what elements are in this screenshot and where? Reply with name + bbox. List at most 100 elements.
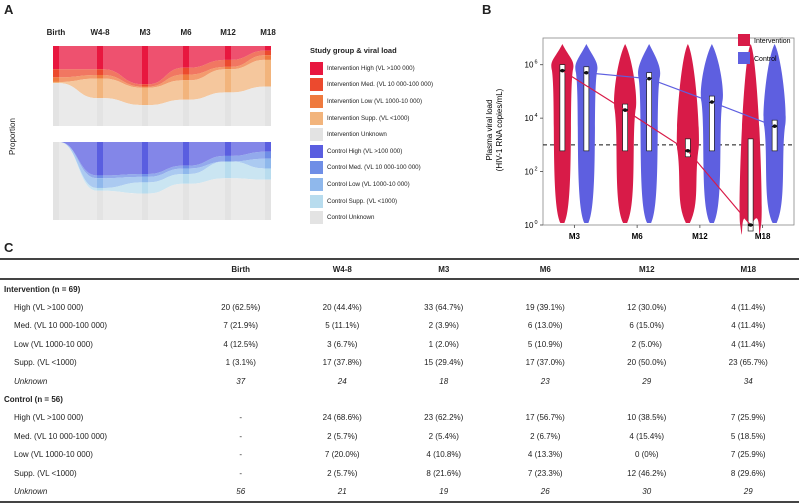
y-tick-label: 10 xyxy=(525,168,534,177)
sankey-node xyxy=(97,75,103,78)
table-cell: 29 xyxy=(596,372,698,390)
table-cell: 26 xyxy=(495,482,597,501)
sankey-node xyxy=(225,67,231,69)
table-cell: 5 (11.1%) xyxy=(292,317,394,335)
sankey-node xyxy=(142,194,148,220)
legend-item: Control Supp. (VL <1000) xyxy=(310,193,433,210)
sankey-node xyxy=(225,69,231,92)
sankey-node xyxy=(142,87,148,88)
table-cell: 2 (5.7%) xyxy=(292,427,394,445)
legend-item: Control Med. (VL 10 000-100 000) xyxy=(310,160,433,177)
table-row: Low (VL 1000-10 000)-7 (20.0%)4 (10.8%)4… xyxy=(0,446,799,464)
sankey-node xyxy=(265,87,271,126)
violin-legend-label: Intervention xyxy=(754,38,791,45)
table-row-label: Low (VL 1000-10 000) xyxy=(0,335,190,353)
boxplot-box xyxy=(748,139,753,231)
table-cell: 10 (38.5%) xyxy=(596,409,698,427)
table-cell: 29 xyxy=(698,482,799,501)
table-cell: 7 (21.9%) xyxy=(190,317,292,335)
sankey-flow xyxy=(103,142,142,175)
table-cell: 56 xyxy=(190,482,292,501)
violin-ylabel-line1: Plasma viral load xyxy=(485,100,494,161)
median-point xyxy=(749,223,753,227)
violin-plot: Plasma viral load (HIV-1 RNA copies/mL) … xyxy=(470,0,799,240)
sankey-node xyxy=(97,46,103,69)
sankey-node xyxy=(97,191,103,220)
table-cell: 23 (65.7%) xyxy=(698,354,799,372)
sankey-node xyxy=(53,83,59,126)
table-cell: 23 xyxy=(495,372,597,390)
table-cell: 1 (3.1%) xyxy=(190,354,292,372)
sankey-flow xyxy=(231,178,265,220)
table-cell: 33 (64.7%) xyxy=(393,298,495,316)
sankey-node xyxy=(142,88,148,105)
table-group-row: Intervention (n = 69) xyxy=(0,279,799,298)
median-point xyxy=(647,77,651,81)
table-cell: 2 (6.7%) xyxy=(495,427,597,445)
boxplot-box xyxy=(709,96,714,151)
y-tick-label: 10 xyxy=(525,61,534,70)
legend-swatch xyxy=(310,178,323,191)
violin-legend-swatch xyxy=(738,34,750,46)
table-cell: 4 (11.4%) xyxy=(698,298,799,316)
table-header-cell: M12 xyxy=(596,259,698,279)
panel-c-label: C xyxy=(4,240,13,255)
sankey-node xyxy=(225,162,231,179)
table-cell: 5 (18.5%) xyxy=(698,427,799,445)
sankey-node xyxy=(265,55,271,60)
table-row: Low (VL 1000-10 000)4 (12.5%)3 (6.7%)1 (… xyxy=(0,335,799,353)
table-cell: 20 (44.4%) xyxy=(292,298,394,316)
panel-b-violin: B Plasma viral load (HIV-1 RNA copies/mL… xyxy=(470,0,799,240)
sankey-node xyxy=(97,188,103,191)
sankey-node xyxy=(97,178,103,188)
median-point xyxy=(561,69,565,73)
sankey-node xyxy=(183,174,189,184)
sankey-node xyxy=(97,78,103,98)
sankey-node xyxy=(97,69,103,75)
table-cell: 4 (10.8%) xyxy=(393,446,495,464)
table-cell: 6 (15.0%) xyxy=(596,317,698,335)
table-row: High (VL >100 000)-24 (68.6%)23 (62.2%)1… xyxy=(0,409,799,427)
sankey-node xyxy=(142,174,148,177)
sankey-node xyxy=(53,82,59,83)
legend-item: Control High (VL >100 000) xyxy=(310,143,433,160)
sankey-node xyxy=(142,105,148,126)
table-row-label: Low (VL 1000-10 000) xyxy=(0,446,190,464)
sankey-node xyxy=(53,77,59,82)
sankey-node xyxy=(53,142,59,220)
legend-swatch xyxy=(310,62,323,75)
sankey-node xyxy=(225,92,231,126)
median-point xyxy=(585,71,589,75)
table-header-cell: W4-8 xyxy=(292,259,394,279)
table-cell: 2 (3.9%) xyxy=(393,317,495,335)
table-cell: 4 (13.3%) xyxy=(495,446,597,464)
sankey-plot xyxy=(0,0,310,240)
table-header-cell: Birth xyxy=(190,259,292,279)
y-tick-label: 10 xyxy=(525,114,534,123)
sankey-node xyxy=(265,46,271,51)
legend-item: Intervention Unknown xyxy=(310,126,433,143)
boxplot-box xyxy=(584,67,589,151)
sankey-node xyxy=(183,142,189,166)
sankey-node xyxy=(142,84,148,86)
y-tick-exponent: 0 xyxy=(534,220,537,226)
median-point xyxy=(710,100,714,104)
violin-legend-label: Control xyxy=(754,56,777,63)
legend-label: Intervention Unknown xyxy=(327,131,387,138)
sankey-node xyxy=(265,142,271,152)
sankey-node xyxy=(183,100,189,126)
median-point xyxy=(623,108,627,112)
legend-label: Control Supp. (VL <1000) xyxy=(327,198,397,205)
table-cell: 37 xyxy=(190,372,292,390)
table-cell: 2 (5.0%) xyxy=(596,335,698,353)
sankey-node xyxy=(225,46,231,60)
x-tick-label-m6: M6 xyxy=(632,232,644,240)
sankey-node xyxy=(183,68,189,75)
sankey-flow xyxy=(231,87,265,126)
table-cell: - xyxy=(190,446,292,464)
table-header-cell: M3 xyxy=(393,259,495,279)
sankey-node xyxy=(142,142,148,174)
legend-label: Control High (VL >100 000) xyxy=(327,148,402,155)
sankey-node xyxy=(53,69,59,77)
sankey-node xyxy=(53,46,59,69)
